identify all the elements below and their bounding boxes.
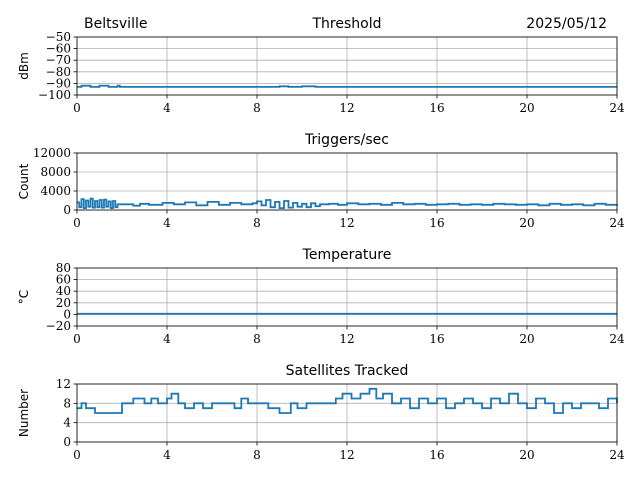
chart-panel-4: 0 4 8 12 16 20 24 0 4 8 12 Satellites Tracked Number: [17, 363, 625, 462]
y-tick-label: 40: [56, 284, 71, 298]
panels: 0 4 8 12 16 20 24 −50−60−70−80−90−100 Threshold d…: [17, 16, 625, 462]
series-line-2: [77, 197, 618, 209]
x-tick-label: 0: [73, 332, 81, 346]
y-tick-label: 20: [56, 296, 71, 310]
y-tick-label: −20: [46, 319, 71, 333]
series-line-1: [77, 84, 617, 88]
x-tick-label: 8: [253, 332, 261, 346]
plot-frame: [76, 152, 618, 211]
chart-title: Triggers/sec: [304, 132, 389, 148]
x-tick-label: 20: [519, 448, 534, 462]
x-tick-label: 12: [339, 101, 354, 115]
x-tick-label: 20: [519, 332, 534, 346]
y-tick-label: 12: [56, 377, 71, 391]
x-tick-label: 12: [339, 448, 354, 462]
chart-title: Temperature: [302, 247, 392, 263]
x-tick-label: 4: [163, 332, 171, 346]
y-tick-label: 60: [56, 273, 71, 287]
y-tick-label: 0: [63, 435, 71, 449]
y-tick-label: −50: [46, 30, 71, 44]
y-tick-label: −80: [46, 65, 71, 79]
plot-frame: [76, 267, 618, 327]
chart-title: Threshold: [312, 16, 382, 32]
series-line-4: [77, 387, 618, 414]
y-axis-label: Count: [17, 163, 31, 199]
date-label: 2025/05/12: [526, 16, 607, 32]
plot-frame: [76, 36, 618, 96]
y-axis-label: dBm: [17, 52, 31, 80]
y-tick-label: −60: [46, 42, 71, 56]
x-tick-label: 16: [429, 448, 444, 462]
location-label: Beltsville: [84, 16, 147, 32]
x-tick-label: 20: [519, 101, 534, 115]
y-tick-label: 4: [63, 416, 71, 430]
chart-panel-2: 0 4 8 12 16 20 24 0 4000 8000 12000 Triggers/sec Cou…: [17, 132, 625, 230]
y-tick-label: 80: [56, 261, 71, 275]
y-tick-label: −90: [46, 76, 71, 90]
plot-frame: [76, 383, 618, 443]
x-tick-label: 16: [429, 332, 444, 346]
x-tick-label: 20: [519, 216, 534, 230]
x-tick-label: 24: [609, 216, 625, 230]
x-tick-label: 4: [163, 101, 171, 115]
y-axis-label: °C: [17, 290, 31, 304]
x-tick-label: 16: [429, 216, 444, 230]
x-tick-label: 24: [609, 101, 625, 115]
y-tick-label: 8: [63, 396, 71, 410]
x-tick-label: 0: [73, 448, 81, 462]
x-tick-label: 24: [609, 448, 625, 462]
chart-panel-1: 0 4 8 12 16 20 24 −50−60−70−80−90−100 Threshold d…: [17, 16, 625, 115]
x-tick-label: 12: [339, 216, 354, 230]
x-tick-label: 8: [253, 448, 261, 462]
x-tick-label: 16: [429, 101, 444, 115]
x-tick-label: 12: [339, 332, 354, 346]
y-tick-label: −100: [38, 88, 71, 102]
y-tick-label: 4000: [40, 184, 71, 198]
x-tick-label: 4: [163, 448, 171, 462]
y-tick-label: 12000: [33, 146, 71, 160]
x-tick-label: 24: [609, 332, 625, 346]
x-tick-label: 4: [163, 216, 171, 230]
y-tick-label: 0: [63, 203, 71, 217]
y-tick-label: −70: [46, 53, 71, 67]
chart-title: Satellites Tracked: [286, 363, 409, 379]
x-tick-label: 0: [73, 101, 81, 115]
y-tick-label: 8000: [40, 165, 71, 179]
x-tick-label: 0: [73, 216, 81, 230]
y-tick-label: 0: [63, 307, 71, 321]
x-tick-label: 8: [253, 101, 261, 115]
y-axis-label: Number: [17, 389, 31, 437]
x-tick-label: 8: [253, 216, 261, 230]
